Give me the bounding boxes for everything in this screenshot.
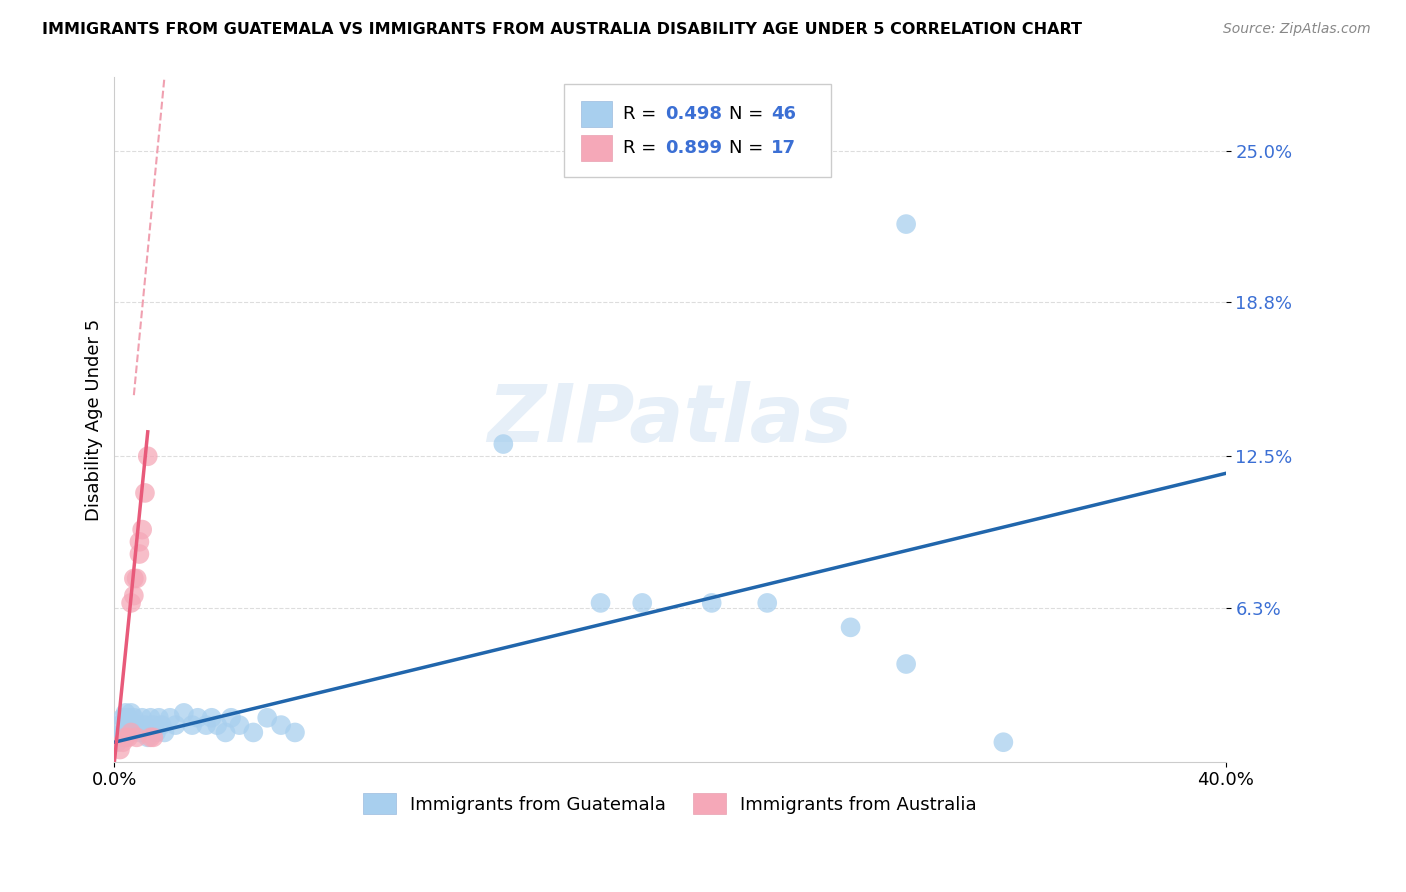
Immigrants from Guatemala	[631, 596, 654, 610]
Immigrants from Guatemala	[256, 711, 278, 725]
Immigrants from Guatemala	[114, 706, 136, 720]
Text: ZIPatlas: ZIPatlas	[488, 381, 852, 458]
Text: N =: N =	[728, 104, 769, 123]
Immigrants from Australia	[111, 735, 134, 749]
Immigrants from Australia	[117, 731, 139, 745]
Text: 17: 17	[770, 139, 796, 157]
Immigrants from Australia	[114, 731, 136, 745]
Immigrants from Australia	[120, 596, 142, 610]
Immigrants from Guatemala	[125, 718, 148, 732]
Immigrants from Guatemala	[894, 657, 917, 671]
Text: 0.899: 0.899	[665, 139, 723, 157]
Immigrants from Guatemala	[120, 706, 142, 720]
Immigrants from Guatemala	[173, 706, 195, 720]
Immigrants from Guatemala	[134, 718, 156, 732]
Immigrants from Australia	[134, 486, 156, 500]
Immigrants from Australia	[136, 450, 159, 464]
Immigrants from Guatemala	[181, 718, 204, 732]
Immigrants from Guatemala	[136, 731, 159, 745]
Text: 0.498: 0.498	[665, 104, 723, 123]
Immigrants from Guatemala	[142, 718, 165, 732]
Immigrants from Guatemala	[195, 718, 218, 732]
Immigrants from Guatemala	[108, 731, 131, 745]
Text: IMMIGRANTS FROM GUATEMALA VS IMMIGRANTS FROM AUSTRALIA DISABILITY AGE UNDER 5 CO: IMMIGRANTS FROM GUATEMALA VS IMMIGRANTS …	[42, 22, 1083, 37]
Immigrants from Guatemala	[145, 725, 167, 739]
Immigrants from Guatemala	[122, 711, 145, 725]
Immigrants from Guatemala	[105, 735, 128, 749]
Point	[894, 217, 917, 231]
Immigrants from Australia	[120, 725, 142, 739]
Immigrants from Guatemala	[150, 718, 173, 732]
Legend: Immigrants from Guatemala, Immigrants from Australia: Immigrants from Guatemala, Immigrants fr…	[363, 794, 977, 814]
Text: N =: N =	[728, 139, 769, 157]
Immigrants from Australia	[125, 572, 148, 586]
Immigrants from Guatemala	[214, 725, 236, 739]
Immigrants from Guatemala	[242, 725, 264, 739]
Immigrants from Guatemala	[205, 718, 228, 732]
Immigrants from Australia	[128, 547, 150, 561]
Immigrants from Guatemala	[114, 731, 136, 745]
Immigrants from Guatemala	[131, 711, 153, 725]
Immigrants from Guatemala	[201, 711, 224, 725]
Immigrants from Australia	[139, 731, 162, 745]
Immigrants from Australia	[108, 742, 131, 756]
Immigrants from Guatemala	[700, 596, 723, 610]
Immigrants from Guatemala	[139, 711, 162, 725]
Immigrants from Guatemala	[270, 718, 292, 732]
Immigrants from Guatemala	[219, 711, 242, 725]
Immigrants from Guatemala	[117, 725, 139, 739]
Immigrants from Guatemala	[756, 596, 779, 610]
Immigrants from Australia	[122, 572, 145, 586]
Immigrants from Guatemala	[187, 711, 209, 725]
Immigrants from Australia	[131, 523, 153, 537]
Immigrants from Guatemala	[492, 437, 515, 451]
Y-axis label: Disability Age Under 5: Disability Age Under 5	[86, 318, 103, 521]
Immigrants from Guatemala	[120, 718, 142, 732]
Text: 46: 46	[770, 104, 796, 123]
Immigrants from Australia	[142, 731, 165, 745]
Immigrants from Australia	[125, 731, 148, 745]
Immigrants from Guatemala	[153, 725, 176, 739]
Immigrants from Guatemala	[228, 718, 250, 732]
FancyBboxPatch shape	[581, 101, 612, 127]
Immigrants from Guatemala	[993, 735, 1015, 749]
Immigrants from Guatemala	[108, 718, 131, 732]
Immigrants from Guatemala	[159, 711, 181, 725]
FancyBboxPatch shape	[564, 84, 831, 177]
Immigrants from Guatemala	[148, 711, 170, 725]
Text: R =: R =	[623, 104, 662, 123]
Immigrants from Guatemala	[165, 718, 187, 732]
Immigrants from Australia	[128, 534, 150, 549]
Text: R =: R =	[623, 139, 662, 157]
Immigrants from Guatemala	[589, 596, 612, 610]
Immigrants from Guatemala	[111, 725, 134, 739]
FancyBboxPatch shape	[581, 135, 612, 161]
Immigrants from Guatemala	[839, 620, 862, 634]
Immigrants from Guatemala	[284, 725, 307, 739]
Immigrants from Australia	[122, 589, 145, 603]
Immigrants from Guatemala	[128, 725, 150, 739]
Immigrants from Guatemala	[117, 711, 139, 725]
Immigrants from Guatemala	[111, 711, 134, 725]
Text: Source: ZipAtlas.com: Source: ZipAtlas.com	[1223, 22, 1371, 37]
